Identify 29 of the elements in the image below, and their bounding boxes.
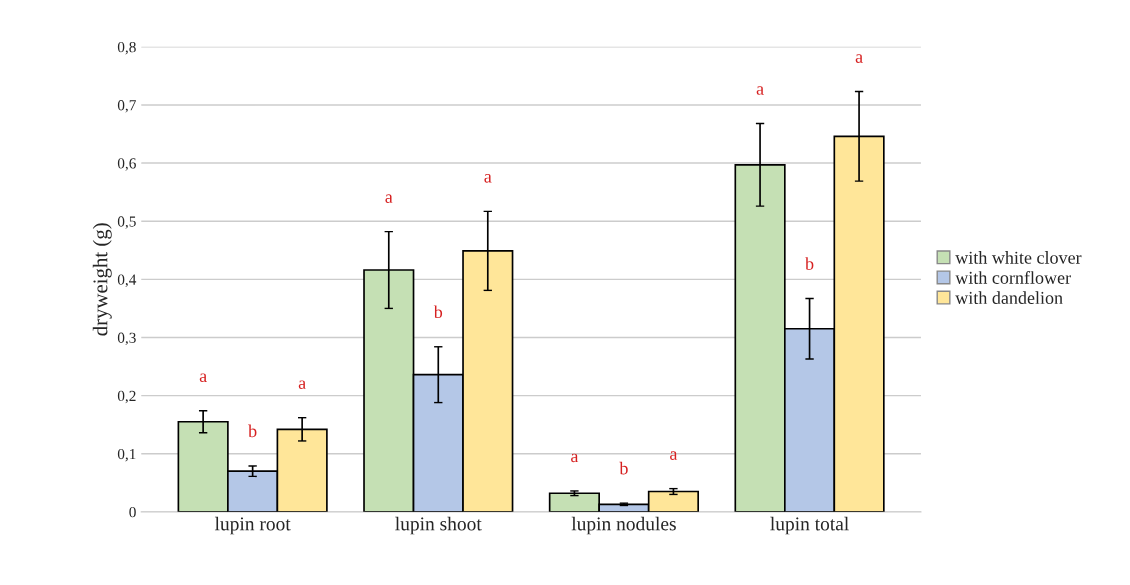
annotation: a xyxy=(756,86,764,95)
annotation: a xyxy=(298,380,306,390)
y-tick-label: 0,3 xyxy=(117,332,136,346)
x-tick-label: lupin shoot xyxy=(395,516,482,535)
annotation: a xyxy=(855,54,863,63)
annotation: b xyxy=(433,305,443,319)
annotation: a xyxy=(571,453,579,463)
x-tick-label: lupin root xyxy=(214,516,291,535)
annotation: a xyxy=(199,373,207,383)
annotation: b xyxy=(619,461,628,475)
annotation: a xyxy=(385,194,393,203)
y-axis-title: dryweight (g) xyxy=(92,223,112,336)
annotation: b xyxy=(805,257,814,270)
y-tick-label: 0,4 xyxy=(117,274,137,287)
annotation: a xyxy=(484,174,492,183)
x-tick-label: lupin total xyxy=(770,516,849,535)
y-tick-label: 0,7 xyxy=(117,100,136,113)
x-tick-label: lupin nodules xyxy=(571,516,676,535)
y-tick-label: 0,5 xyxy=(117,216,136,229)
y-tick-label: 0,1 xyxy=(117,448,136,462)
legend-label: with dandelion xyxy=(955,291,1063,305)
y-tick-label: 0,2 xyxy=(117,390,136,404)
annotation: a xyxy=(670,451,678,460)
legend-label: with cornflower xyxy=(955,271,1071,284)
y-tick-label: 0 xyxy=(129,507,136,518)
y-tick-label: 0,8 xyxy=(117,41,136,55)
annotation: b xyxy=(248,424,257,438)
legend-label: with white clover xyxy=(955,251,1082,264)
y-tick-label: 0,6 xyxy=(117,158,136,171)
